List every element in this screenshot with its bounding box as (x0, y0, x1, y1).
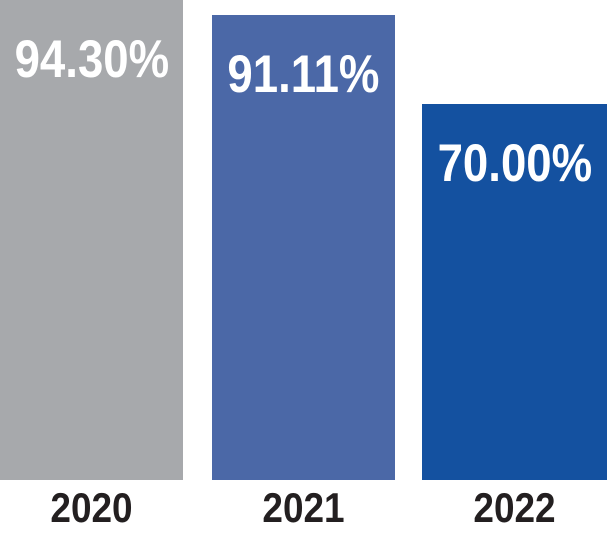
value-label-2022: 70.00% (437, 134, 592, 193)
value-label-2021: 91.11% (227, 45, 380, 104)
category-label-2021: 2021 (262, 484, 345, 531)
bar-2022: 70.00% (422, 104, 607, 480)
category-label-2022: 2022 (473, 484, 556, 531)
value-label-2020: 94.30% (14, 30, 169, 89)
bar-2020: 94.30% (0, 0, 183, 480)
category-label-2020: 2020 (50, 484, 133, 531)
bar-2021: 91.11% (212, 15, 395, 480)
